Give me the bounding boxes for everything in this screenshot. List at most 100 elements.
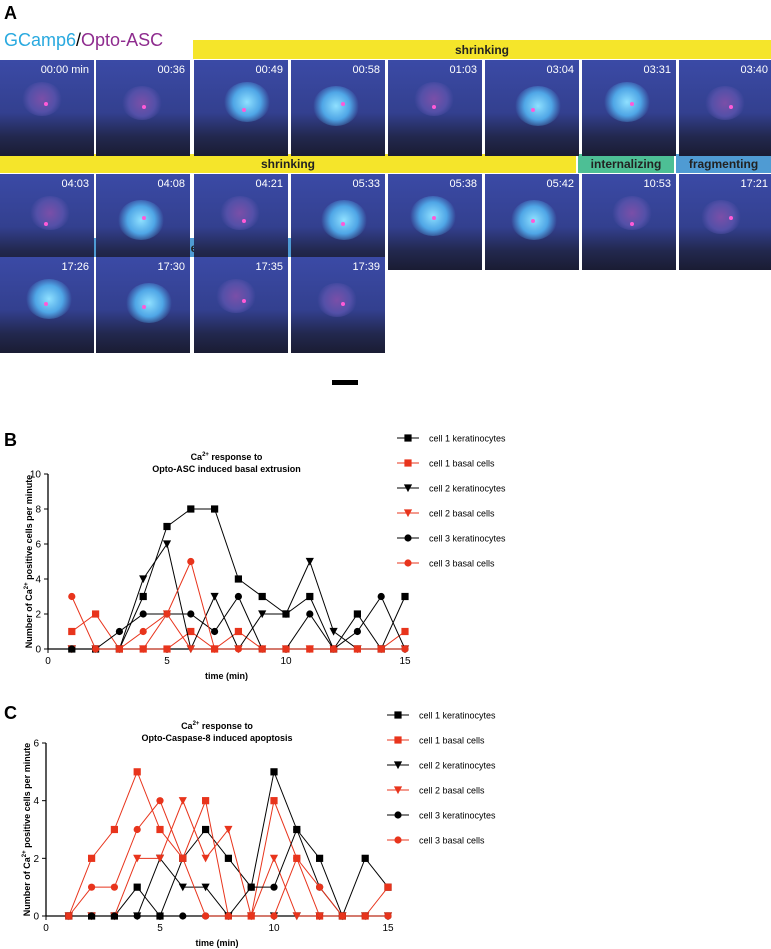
- cell-signal: [30, 196, 70, 230]
- cell-signal: [313, 86, 359, 126]
- cell-signal: [126, 283, 172, 323]
- data-point: [269, 854, 279, 863]
- legend-marker: [404, 559, 412, 567]
- series-line: [68, 770, 389, 918]
- data-point: [282, 645, 290, 653]
- x-tick-label: 0: [45, 656, 51, 667]
- data-point: [139, 592, 147, 601]
- panel-a-letter: A: [4, 3, 17, 23]
- chart-title-line1: Ca2+ response to: [181, 721, 253, 731]
- y-axis-label: Number of Ca2+ positive cells per minute: [22, 743, 32, 916]
- data-point: [133, 883, 141, 891]
- legend-label: cell 2 basal cells: [429, 509, 495, 519]
- data-point: [353, 627, 361, 636]
- y-label-post: positive cells per minute: [24, 475, 34, 583]
- data-point: [156, 825, 164, 834]
- data-point: [384, 883, 392, 891]
- legend-label: cell 2 keratinocytes: [419, 761, 496, 771]
- microscopy-frame: 03:04: [485, 60, 579, 156]
- frame-timestamp: 03:04: [546, 64, 574, 76]
- data-point: [201, 854, 210, 863]
- data-point: [258, 645, 266, 653]
- legend-item: cell 1 keratinocytes: [387, 711, 496, 721]
- legend-marker: [404, 534, 412, 542]
- opto-asc-puncta: [729, 105, 733, 109]
- microscopy-frame: 17:35: [194, 257, 288, 353]
- data-point: [88, 912, 96, 920]
- data-point: [316, 883, 324, 891]
- legend-marker: [403, 509, 413, 518]
- data-point: [306, 645, 314, 653]
- data-point: [258, 592, 266, 601]
- data-point: [377, 645, 385, 653]
- y-tick-label: 6: [33, 739, 39, 750]
- data-point: [92, 610, 100, 618]
- data-point: [139, 645, 148, 654]
- data-point: [186, 645, 195, 654]
- data-point: [293, 825, 301, 834]
- opto-asc-puncta: [142, 305, 146, 309]
- phase-bar-shrinking-row2: shrinking: [0, 154, 576, 173]
- frame-timestamp: 04:21: [255, 178, 283, 190]
- y-tick-label: 4: [35, 575, 41, 586]
- data-point: [110, 912, 118, 920]
- x-axis-label: time (min): [205, 671, 248, 681]
- legend-marker: [394, 736, 402, 744]
- data-point: [338, 912, 346, 920]
- data-point: [315, 912, 324, 921]
- series-line: [71, 560, 405, 650]
- cell-signal: [216, 279, 256, 313]
- y-tick-label: 2: [35, 610, 41, 621]
- channel-separator: /: [76, 30, 82, 50]
- legend-item: cell 1 keratinocytes: [397, 434, 506, 444]
- opto-asc-puncta: [531, 219, 535, 223]
- phase-bar-shrinking-row1: shrinking: [193, 40, 771, 59]
- data-point: [401, 645, 409, 653]
- series-line: [68, 828, 388, 917]
- data-point: [187, 505, 195, 513]
- opto-asc-puncta: [242, 299, 246, 303]
- data-point: [270, 912, 278, 920]
- data-point: [139, 610, 147, 618]
- legend-label: cell 2 basal cells: [419, 786, 485, 796]
- cell-signal: [22, 82, 62, 116]
- microscopy-frame: 17:39: [291, 257, 385, 353]
- legend-label: cell 1 keratinocytes: [419, 711, 496, 721]
- legend-label: cell 3 basal cells: [419, 836, 485, 846]
- chart-title-sup: 2+: [193, 721, 200, 727]
- data-point: [247, 912, 255, 920]
- data-point: [224, 912, 232, 920]
- data-point: [133, 768, 141, 776]
- frame-timestamp: 03:40: [740, 64, 768, 76]
- opto-asc-puncta: [531, 108, 535, 112]
- y-label-sup: 2+: [22, 850, 28, 857]
- opto-asc-puncta: [341, 302, 345, 306]
- data-point: [163, 610, 171, 618]
- frame-timestamp: 17:21: [740, 178, 768, 190]
- data-point: [270, 768, 278, 776]
- legend-item: cell 2 basal cells: [397, 509, 495, 519]
- opto-asc-puncta: [242, 108, 246, 112]
- y-label-pre: Number of Ca: [24, 588, 34, 648]
- legend-label: cell 1 basal cells: [429, 459, 495, 469]
- opto-asc-puncta: [242, 219, 246, 223]
- x-axis-label: time (min): [195, 938, 238, 948]
- y-tick-label: 8: [35, 505, 41, 516]
- x-tick-label: 15: [399, 656, 411, 667]
- data-point: [384, 912, 392, 920]
- microscopy-frame: 17:30: [96, 257, 190, 353]
- series-6: [68, 557, 409, 653]
- panel-b-letter: B: [4, 430, 17, 450]
- y-tick-label: 4: [33, 796, 39, 807]
- data-point: [306, 610, 314, 618]
- data-point: [178, 883, 187, 892]
- legend-item: cell 2 basal cells: [387, 786, 485, 796]
- data-point: [270, 797, 278, 805]
- legend-marker: [393, 786, 403, 795]
- x-tick-label: 0: [43, 923, 49, 934]
- chart-title-ca: Ca: [191, 452, 203, 462]
- data-point: [115, 645, 123, 653]
- y-tick-label: 2: [33, 854, 39, 865]
- opto-asc-puncta: [630, 102, 634, 106]
